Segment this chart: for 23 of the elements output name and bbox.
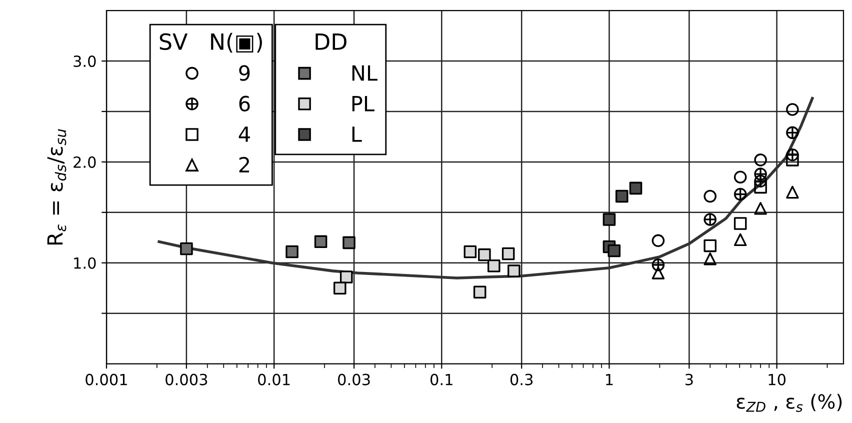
legend-label: NL (352, 65, 378, 81)
x-tick-label: 10 (768, 374, 786, 386)
annotation: DD (316, 34, 346, 50)
y-tick-label: 2.0 (74, 156, 96, 168)
y-tick-label: 1.0 (74, 257, 96, 269)
x-tick-label: 0.3 (510, 374, 533, 386)
x-tick-label: 1 (606, 374, 613, 386)
y-tick-label: 3.0 (74, 56, 96, 68)
x-tick-label: 0.003 (166, 374, 208, 386)
legend-label: 2 (239, 156, 250, 172)
x-tick-label: 0.03 (338, 374, 370, 386)
x-tick-label: 0.1 (430, 374, 452, 386)
x-tick-label: 3 (685, 374, 693, 386)
x-tick-label: 0.001 (86, 374, 127, 386)
x-tick-label: 0.01 (258, 374, 290, 386)
legend-label: 9 (239, 65, 250, 81)
x-axis-title: ε$_{ZD}$ , ε$_{s}$ (%) (736, 394, 842, 412)
y-axis-title: R$_{ε}$ = ε$_{ds}$/ε$_{su}$ (47, 129, 66, 245)
legend-label: 6 (239, 96, 250, 112)
legend-label: 4 (238, 126, 250, 142)
legend-label: PL (352, 96, 374, 112)
text: SV N(▣) (160, 32, 262, 53)
legend-label: L (352, 126, 362, 142)
